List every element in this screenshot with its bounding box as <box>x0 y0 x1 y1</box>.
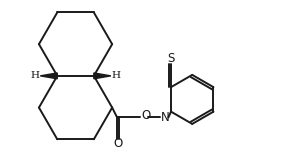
Text: H: H <box>31 71 40 80</box>
Text: O: O <box>113 137 123 150</box>
Text: H: H <box>111 71 120 80</box>
Text: O: O <box>141 109 150 122</box>
Polygon shape <box>94 73 111 79</box>
Polygon shape <box>40 73 57 79</box>
Text: N: N <box>161 111 170 124</box>
Text: S: S <box>167 52 175 65</box>
